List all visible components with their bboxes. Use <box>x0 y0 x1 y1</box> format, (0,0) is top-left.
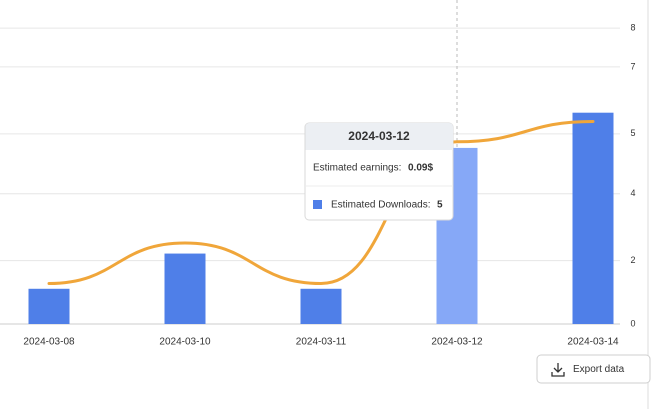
x-tick-label: 2024-03-14 <box>567 337 619 348</box>
download-icon <box>551 363 565 377</box>
y-tick-label: 2 <box>630 255 635 265</box>
x-tick-label: 2024-03-11 <box>296 337 347 348</box>
y-tick-label: 4 <box>630 188 635 198</box>
bar <box>28 288 70 324</box>
x-tick-label: 2024-03-08 <box>23 337 75 348</box>
x-tick-label: 2024-03-12 <box>431 337 483 348</box>
y-tick-label: 0 <box>630 318 635 328</box>
export-button[interactable]: Export data <box>536 354 651 384</box>
bar <box>300 288 342 324</box>
export-button-box[interactable] <box>536 354 651 384</box>
tooltip-header <box>305 123 453 150</box>
y-tick-label: 7 <box>630 61 635 71</box>
tooltip-value: 5 <box>437 200 443 211</box>
tooltip-swatch <box>313 200 322 209</box>
tooltip-label: Estimated earnings: <box>313 163 401 174</box>
tooltip-value: 0.09$ <box>408 163 433 174</box>
x-tick-label: 2024-03-10 <box>159 337 211 348</box>
bar <box>164 253 206 324</box>
bar <box>572 112 614 325</box>
tooltip-title: 2024-03-12 <box>348 129 410 143</box>
tooltip: 2024-03-12 Estimated earnings: 0.09$ Est… <box>304 122 454 221</box>
tooltip-label: Estimated Downloads: <box>331 200 431 211</box>
y-tick-label: 5 <box>630 128 635 138</box>
line <box>47 120 595 286</box>
y-tick-label: 8 <box>630 23 635 33</box>
export-button-label[interactable]: Export data <box>573 364 625 375</box>
